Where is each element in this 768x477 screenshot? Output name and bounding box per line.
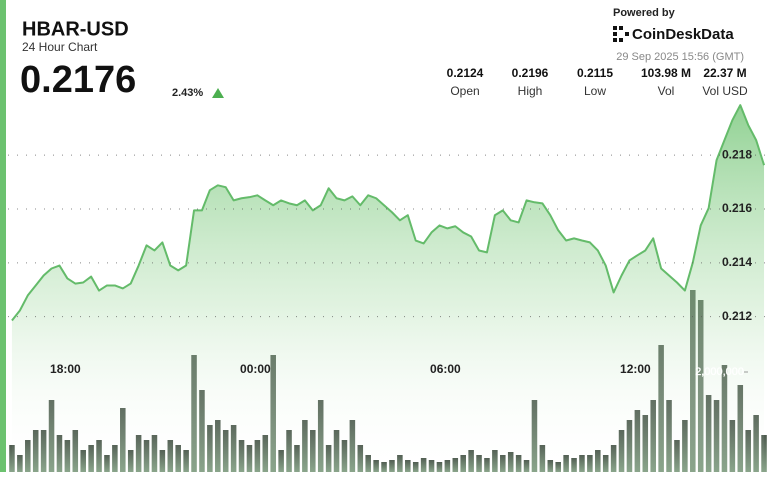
stat-value: 0.2115	[577, 66, 613, 80]
stat-value: 22.37 M	[703, 66, 746, 80]
label-layer: 0.212 0.214 0.216 0.218 2,000,000 18:00 00:00 0…	[50, 147, 752, 378]
y2-tick-label: 2,000,000	[695, 366, 744, 378]
x-tick-label: 12:00	[620, 362, 651, 376]
price-layer	[11, 104, 765, 473]
change: 2.43%	[172, 87, 203, 99]
stats: 0.2124 Open 0.2196 High 0.2115 Low 103.98 M Vol…	[447, 66, 748, 98]
up-arrow	[212, 88, 224, 98]
price-line	[11, 104, 765, 322]
stat-label: Open	[450, 84, 479, 98]
stat-value: 0.2124	[447, 66, 484, 80]
powered-by: Powered by	[613, 7, 676, 19]
price-area	[11, 105, 765, 473]
title: HBAR-USD	[22, 18, 129, 40]
price: 0.2176	[20, 59, 136, 101]
x-tick-label: 06:00	[430, 362, 461, 376]
x-tick-label: 18:00	[50, 362, 81, 376]
y-tick-label: 0.214	[722, 255, 752, 269]
grid-layer	[8, 154, 768, 373]
stat-value: 103.98 M	[641, 66, 691, 80]
timestamp: 29 Sep 2025 15:56 (GMT)	[616, 51, 744, 63]
y-tick-label: 0.212	[722, 309, 752, 323]
stat-label: Vol USD	[702, 84, 748, 98]
accent-bar	[0, 0, 6, 472]
stat-value: 0.2196	[512, 66, 549, 80]
stat-label: Vol	[658, 84, 675, 98]
y-tick-label: 0.218	[722, 147, 752, 161]
volume-bar	[9, 445, 15, 472]
y-tick-label: 0.216	[722, 201, 752, 215]
stat-label: High	[518, 84, 543, 98]
subtitle: 24 Hour Chart	[22, 40, 98, 54]
x-tick-label: 00:00	[240, 362, 271, 376]
volume-bar	[761, 435, 767, 472]
brand: CoinDeskData	[632, 26, 734, 43]
brand-logo	[613, 26, 629, 42]
stat-label: Low	[584, 84, 606, 98]
